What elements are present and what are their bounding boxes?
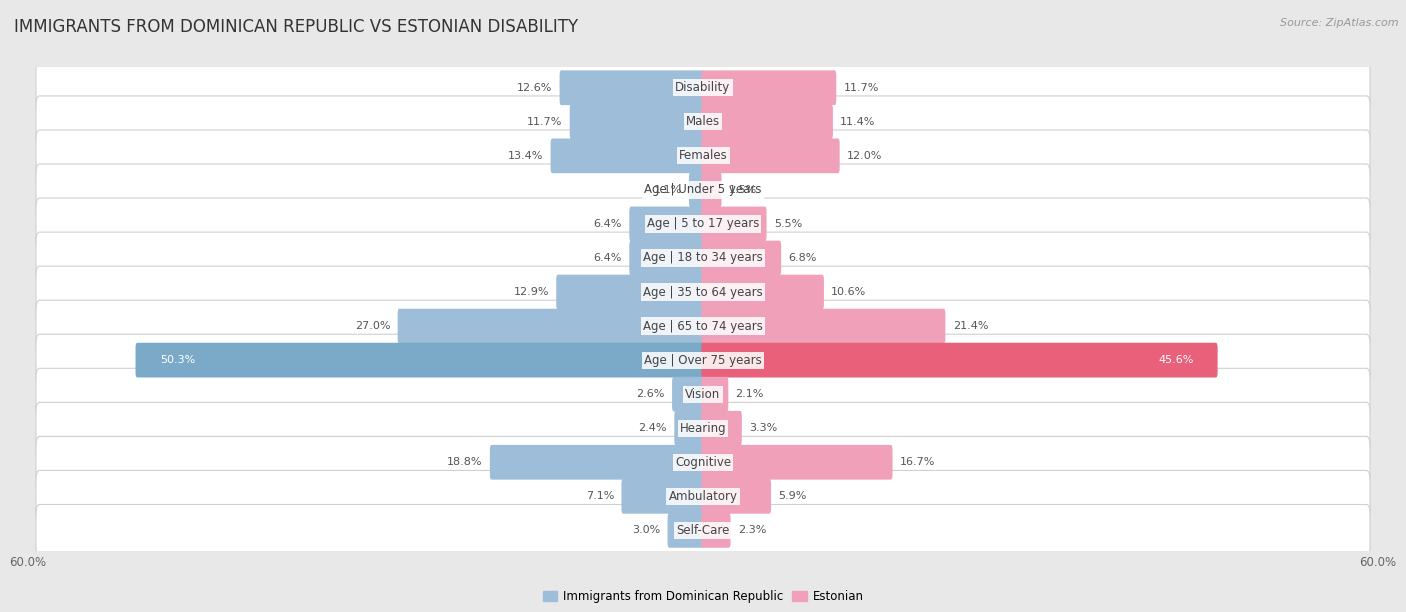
Text: 16.7%: 16.7% <box>900 457 935 468</box>
FancyBboxPatch shape <box>37 130 1369 182</box>
FancyBboxPatch shape <box>702 308 945 343</box>
FancyBboxPatch shape <box>37 368 1369 420</box>
FancyBboxPatch shape <box>702 343 1218 378</box>
FancyBboxPatch shape <box>37 471 1369 522</box>
Text: Age | 5 to 17 years: Age | 5 to 17 years <box>647 217 759 231</box>
FancyBboxPatch shape <box>672 377 704 411</box>
Text: Age | 65 to 74 years: Age | 65 to 74 years <box>643 319 763 332</box>
Text: 10.6%: 10.6% <box>831 287 866 297</box>
Text: Self-Care: Self-Care <box>676 524 730 537</box>
FancyBboxPatch shape <box>702 445 893 480</box>
Text: 2.6%: 2.6% <box>637 389 665 399</box>
Text: 3.3%: 3.3% <box>749 424 778 433</box>
FancyBboxPatch shape <box>489 445 704 480</box>
Text: 7.1%: 7.1% <box>586 491 614 501</box>
FancyBboxPatch shape <box>702 70 837 105</box>
Text: Hearing: Hearing <box>679 422 727 435</box>
Text: 12.0%: 12.0% <box>846 151 883 161</box>
FancyBboxPatch shape <box>630 207 704 241</box>
FancyBboxPatch shape <box>668 513 704 548</box>
FancyBboxPatch shape <box>551 138 704 173</box>
Text: IMMIGRANTS FROM DOMINICAN REPUBLIC VS ESTONIAN DISABILITY: IMMIGRANTS FROM DOMINICAN REPUBLIC VS ES… <box>14 18 578 36</box>
FancyBboxPatch shape <box>621 479 704 513</box>
Text: Ambulatory: Ambulatory <box>668 490 738 503</box>
Text: 6.4%: 6.4% <box>593 253 621 263</box>
FancyBboxPatch shape <box>630 241 704 275</box>
Text: Males: Males <box>686 115 720 129</box>
Text: Source: ZipAtlas.com: Source: ZipAtlas.com <box>1281 18 1399 28</box>
Text: 1.5%: 1.5% <box>728 185 756 195</box>
FancyBboxPatch shape <box>702 377 728 411</box>
Text: 45.6%: 45.6% <box>1159 355 1194 365</box>
Text: 3.0%: 3.0% <box>633 525 661 536</box>
Text: 12.6%: 12.6% <box>517 83 553 93</box>
Text: 1.1%: 1.1% <box>654 185 682 195</box>
FancyBboxPatch shape <box>37 504 1369 556</box>
Text: 6.4%: 6.4% <box>593 219 621 229</box>
FancyBboxPatch shape <box>569 105 704 139</box>
FancyBboxPatch shape <box>37 436 1369 488</box>
FancyBboxPatch shape <box>37 198 1369 250</box>
Text: 18.8%: 18.8% <box>447 457 482 468</box>
FancyBboxPatch shape <box>702 241 782 275</box>
FancyBboxPatch shape <box>557 275 704 310</box>
Text: 11.7%: 11.7% <box>527 117 562 127</box>
FancyBboxPatch shape <box>37 334 1369 386</box>
FancyBboxPatch shape <box>702 138 839 173</box>
Text: 21.4%: 21.4% <box>953 321 988 331</box>
FancyBboxPatch shape <box>702 513 731 548</box>
FancyBboxPatch shape <box>37 96 1369 147</box>
Text: Age | Under 5 years: Age | Under 5 years <box>644 184 762 196</box>
FancyBboxPatch shape <box>37 266 1369 318</box>
FancyBboxPatch shape <box>37 164 1369 216</box>
Text: Females: Females <box>679 149 727 162</box>
Text: 5.5%: 5.5% <box>773 219 801 229</box>
FancyBboxPatch shape <box>702 173 721 207</box>
Text: 12.9%: 12.9% <box>513 287 548 297</box>
Text: 2.4%: 2.4% <box>638 424 666 433</box>
FancyBboxPatch shape <box>675 411 704 446</box>
Text: Vision: Vision <box>685 387 721 401</box>
Text: Cognitive: Cognitive <box>675 456 731 469</box>
FancyBboxPatch shape <box>37 300 1369 352</box>
FancyBboxPatch shape <box>37 402 1369 454</box>
Text: Age | Over 75 years: Age | Over 75 years <box>644 354 762 367</box>
Text: 27.0%: 27.0% <box>354 321 391 331</box>
Text: Disability: Disability <box>675 81 731 94</box>
Text: Age | 35 to 64 years: Age | 35 to 64 years <box>643 286 763 299</box>
FancyBboxPatch shape <box>689 173 704 207</box>
Text: 50.3%: 50.3% <box>160 355 195 365</box>
Legend: Immigrants from Dominican Republic, Estonian: Immigrants from Dominican Republic, Esto… <box>538 585 868 608</box>
Text: Age | 18 to 34 years: Age | 18 to 34 years <box>643 252 763 264</box>
Text: 2.3%: 2.3% <box>738 525 766 536</box>
FancyBboxPatch shape <box>398 308 704 343</box>
Text: 11.4%: 11.4% <box>841 117 876 127</box>
Text: 11.7%: 11.7% <box>844 83 879 93</box>
FancyBboxPatch shape <box>702 411 742 446</box>
FancyBboxPatch shape <box>702 479 770 513</box>
FancyBboxPatch shape <box>702 207 766 241</box>
Text: 5.9%: 5.9% <box>779 491 807 501</box>
FancyBboxPatch shape <box>702 105 832 139</box>
FancyBboxPatch shape <box>37 62 1369 114</box>
FancyBboxPatch shape <box>135 343 704 378</box>
Text: 6.8%: 6.8% <box>789 253 817 263</box>
Text: 2.1%: 2.1% <box>735 389 763 399</box>
FancyBboxPatch shape <box>560 70 704 105</box>
FancyBboxPatch shape <box>702 275 824 310</box>
FancyBboxPatch shape <box>37 232 1369 284</box>
Text: 13.4%: 13.4% <box>508 151 543 161</box>
